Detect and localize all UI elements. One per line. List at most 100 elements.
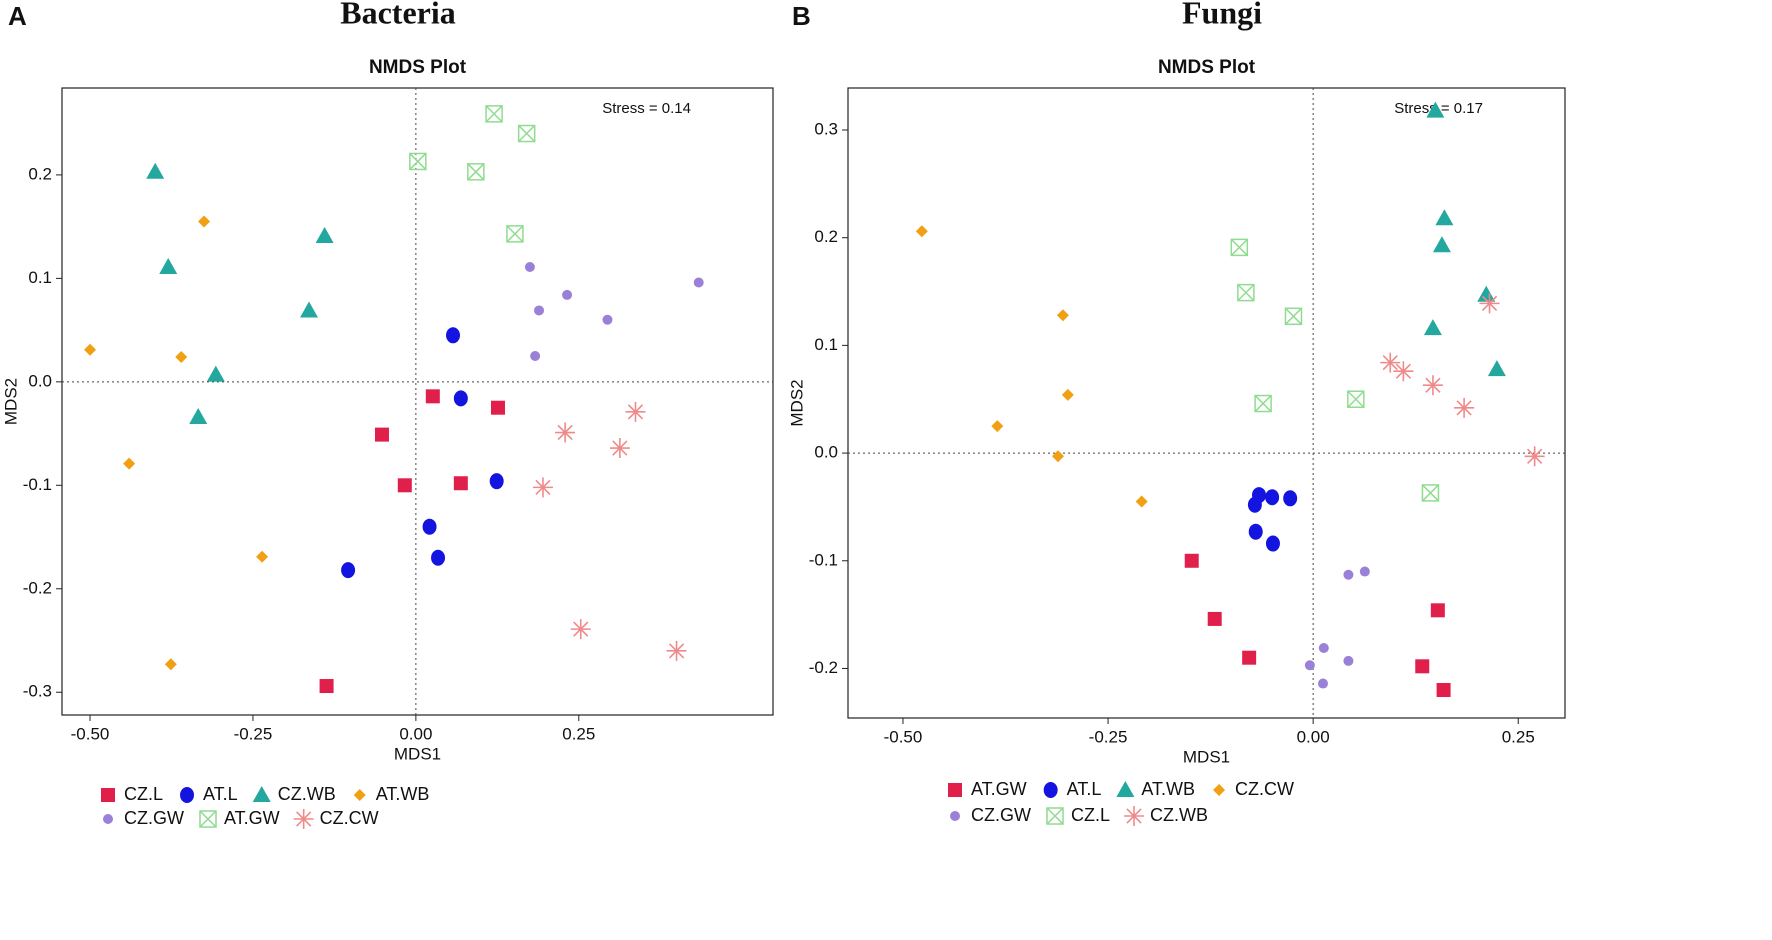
marker [534,305,545,316]
chart-title: Fungi [1182,0,1262,30]
marker [1237,283,1255,302]
marker [1061,388,1074,401]
legend-item: AT.L [1043,779,1102,799]
marker [1393,361,1414,382]
marker-part [1284,307,1303,326]
marker-part [1237,284,1255,302]
legend-item: CZ.L [1046,805,1110,825]
marker-part [666,640,687,661]
y-tick-label: 0.1 [814,335,838,354]
panel-label: A [8,1,27,31]
marker [506,225,524,243]
marker [1043,782,1058,798]
marker-part [518,124,536,143]
marker [1421,484,1440,502]
marker [1524,446,1545,467]
marker [1135,495,1148,508]
marker-part [409,152,427,171]
legend-label: CZ.WB [278,784,336,804]
legend-item: AT.L [180,784,238,804]
marker [1454,397,1475,418]
legend-label: CZ.L [1071,805,1110,825]
marker-part [532,477,553,498]
marker [1380,352,1401,373]
marker [84,343,97,356]
y-tick-label: -0.1 [23,475,52,494]
marker-part [570,619,591,640]
chart-title: Bacteria [340,0,456,30]
marker [1247,496,1262,513]
marker-part [1380,352,1401,373]
marker [1347,390,1365,408]
y-tick-label: 0.1 [28,268,52,287]
marker [1284,307,1303,326]
marker [1052,450,1065,463]
marker [555,422,576,443]
y-tick-label: -0.1 [809,550,838,569]
legend-label: CZ.GW [971,805,1031,825]
marker [1254,394,1272,413]
marker-part [467,163,485,181]
legend-label: CZ.CW [320,808,379,828]
marker-part [1124,806,1145,826]
marker [431,549,446,566]
marker-part [506,225,524,243]
x-axis-label: MDS1 [1183,747,1230,766]
marker [1435,209,1454,226]
marker [146,162,165,179]
marker [101,788,115,802]
marker [198,215,211,228]
marker [1487,360,1506,377]
marker [1359,566,1370,577]
marker [1213,784,1226,796]
marker-part [1237,283,1255,302]
marker [453,476,468,491]
annotation: Stress = 0.14 [602,100,691,117]
marker [1124,806,1145,826]
marker-part [1254,394,1272,413]
marker [175,351,188,364]
marker-part [517,124,536,143]
marker [948,783,962,797]
marker [123,457,136,470]
marker [1230,238,1249,257]
y-axis-label: MDS2 [1,378,20,425]
marker-part [1422,375,1443,396]
legend-label: CZ.GW [124,808,184,828]
marker [199,810,217,828]
marker-part [555,422,576,443]
y-tick-label: 0.2 [814,227,838,246]
marker [1318,643,1329,653]
marker [256,550,269,563]
x-tick-label: -0.50 [71,724,110,743]
marker [1317,678,1328,689]
legend-item: AT.WB [1116,779,1195,799]
legend-item: CZ.GW [103,808,184,828]
legend-item: CZ.WB [1124,805,1208,826]
marker [1343,569,1354,580]
marker [189,408,208,425]
marker [666,640,687,661]
marker [1479,293,1500,314]
marker [625,401,646,422]
marker [1422,375,1443,396]
marker [293,809,314,829]
x-tick-label: 0.25 [1502,727,1535,746]
legend-label: AT.GW [224,808,280,828]
y-tick-label: 0.0 [814,443,838,462]
legend-label: CZ.CW [1235,779,1294,799]
marker-part [467,163,485,181]
marker [950,811,960,821]
panel-label: B [792,1,811,31]
legend-label: AT.L [1067,779,1102,799]
marker [570,619,591,640]
marker [1304,660,1315,671]
marker [1184,553,1199,568]
marker [532,477,553,498]
marker-part [1421,484,1440,502]
x-tick-label: -0.25 [1089,727,1128,746]
marker [1477,285,1496,302]
marker [991,420,1004,433]
marker-part [1254,395,1272,413]
